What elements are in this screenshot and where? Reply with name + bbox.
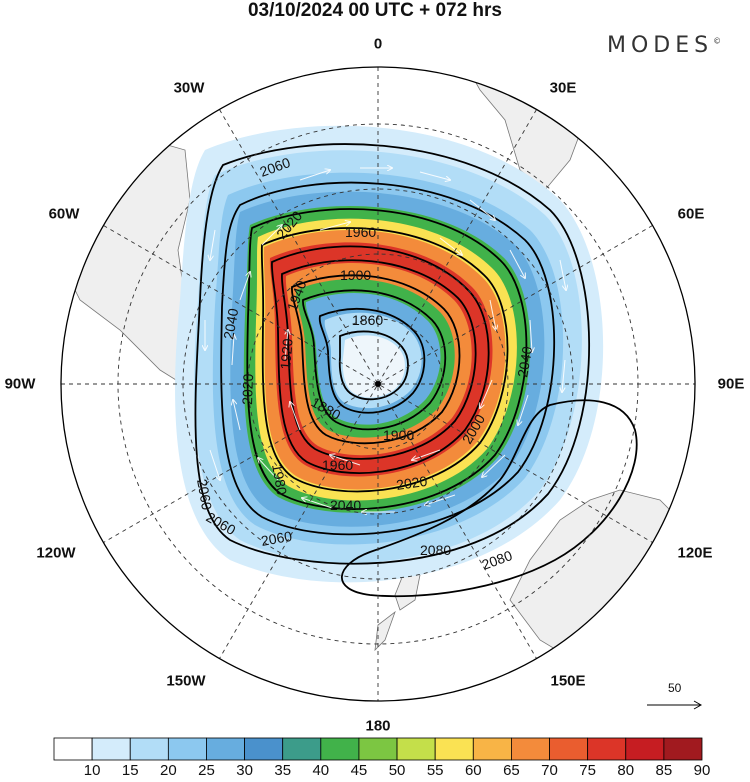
colorbar-swatch — [282, 737, 322, 761]
colorbar-swatch — [587, 737, 627, 761]
colorbar-tick-label: 40 — [312, 762, 330, 779]
colorbar-swatch — [244, 737, 284, 761]
colorbar-tick-label: 45 — [350, 762, 368, 779]
map-border — [60, 66, 696, 702]
colorbar-swatch — [663, 737, 703, 761]
reference-vector-label: 50 — [668, 681, 682, 695]
colorbar-tick-label: 65 — [503, 762, 520, 779]
colorbar-swatch — [549, 737, 589, 761]
lon-label-90w: 90W — [4, 375, 36, 393]
new-zealand-land — [374, 569, 421, 652]
wind-vectors — [205, 168, 566, 512]
contour-label: 1920 — [277, 338, 296, 371]
lon-label-30e: 30E — [549, 79, 577, 97]
colorbar-swatch — [53, 737, 93, 761]
lon-label-30w: 30W — [173, 79, 205, 97]
contour-label: 1980 — [269, 463, 290, 497]
map-disc — [61, 67, 695, 701]
lon-label-90e: 90E — [717, 375, 745, 393]
arrow-head — [693, 700, 703, 710]
colorbar-tick-label: 55 — [426, 762, 444, 779]
colorbar-swatch — [511, 737, 550, 761]
colorbar-tick-label: 10 — [83, 762, 101, 779]
contour-label: 1900 — [340, 267, 371, 283]
colorbar-swatch — [320, 737, 360, 761]
lon-label-60w: 60W — [48, 205, 80, 223]
colorbar-swatch — [358, 737, 398, 761]
colorbar-swatch — [396, 737, 436, 761]
lon-label-60e: 60E — [677, 205, 705, 223]
colorbar-tick-label: 50 — [388, 762, 406, 779]
contour-label: 2020 — [395, 473, 428, 493]
contour-label: 2040 — [330, 497, 361, 513]
colorbar-tick-label: 70 — [541, 762, 558, 779]
colorbar-tick-label: 80 — [617, 762, 635, 779]
contour-label: 1860 — [352, 312, 383, 328]
map-title: 03/10/2024 00 UTC + 072 hrs — [247, 0, 503, 21]
pole-dot-icon — [375, 381, 381, 387]
contour-label: 1900 — [383, 427, 414, 443]
colorbar-swatch — [625, 737, 665, 761]
lon-label-120w: 120W — [36, 544, 76, 562]
colorbar-swatch — [129, 737, 169, 761]
contour-label: 1960 — [345, 224, 376, 240]
colorbar-tick-label: 20 — [160, 762, 177, 779]
colorbar-tick-label: 30 — [236, 762, 253, 779]
contour-label: 2080 — [420, 542, 451, 558]
colorbar-swatch — [206, 737, 245, 761]
brand-logo: MODES© — [607, 33, 722, 58]
colorbar-tick-label: 15 — [121, 762, 139, 779]
contour-label: 2060 — [194, 478, 215, 512]
graticule — [61, 67, 695, 701]
contour-label: 2040 — [220, 307, 241, 341]
colorbar-tick-label: 75 — [579, 762, 596, 779]
colorbar-swatch — [472, 737, 512, 761]
australia-land — [509, 489, 695, 691]
colorbar-swatch — [167, 737, 207, 761]
contour-label: 2060 — [260, 528, 294, 549]
colorbar-tick-label: 85 — [655, 762, 673, 779]
colorbar-swatch — [434, 737, 474, 761]
lon-label-150w: 150W — [166, 672, 206, 690]
contour-label: 2040 — [514, 345, 535, 379]
lon-label-150e: 150E — [550, 672, 586, 690]
colorbar-tick-label: 90 — [693, 762, 711, 779]
colorbar-swatch — [91, 737, 131, 761]
contour-label: 1960 — [322, 457, 353, 473]
colorbar-tick-label: 25 — [198, 762, 215, 779]
lon-label-180: 180 — [365, 717, 391, 735]
colorbar-tick-label: 35 — [274, 762, 292, 779]
height-contours — [194, 143, 638, 598]
lon-label-0: 0 — [373, 35, 383, 53]
lon-label-120e: 120E — [677, 544, 713, 562]
contour-label: 2020 — [239, 373, 256, 405]
colorbar-tick-label: 60 — [464, 762, 482, 779]
colorbar — [53, 737, 703, 761]
